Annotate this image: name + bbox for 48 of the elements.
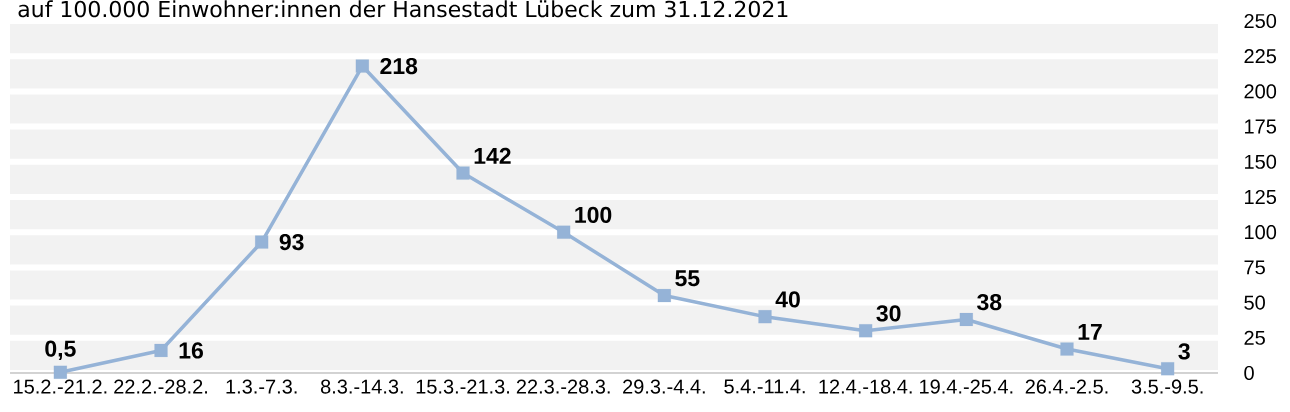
- data-label: 55: [675, 270, 700, 287]
- data-label: 0,5: [45, 340, 76, 361]
- point: [557, 225, 571, 239]
- x-tick-label: 22.2.-28.2.: [114, 379, 207, 394]
- y-tick-label: 225: [1244, 49, 1277, 64]
- x-tick-label: 19.4.-25.4.: [920, 379, 1013, 394]
- x-tick-label: 15.2.-21.2.: [14, 379, 107, 394]
- point: [959, 312, 973, 327]
- x-tick-label: 1.3.-7.3.: [226, 379, 297, 394]
- data-label: 38: [977, 293, 1002, 311]
- x-tick-label: 5.4.-11.4.: [724, 379, 805, 394]
- y-tick-label: 75: [1244, 260, 1265, 275]
- point: [355, 59, 369, 73]
- y-tick-label: 250: [1244, 13, 1277, 29]
- data-label: 17: [1078, 324, 1102, 340]
- point: [657, 288, 671, 303]
- x-tick-label: 3.5.-9.5.: [1131, 379, 1203, 394]
- point: [758, 310, 772, 324]
- x-tick-label: 29.3.-4.4.: [623, 379, 705, 394]
- point: [859, 324, 873, 338]
- y-tick-label: 150: [1245, 154, 1277, 169]
- point: [255, 235, 269, 249]
- x-tick-label: 22.3.-28.3.: [516, 379, 610, 394]
- point: [1060, 342, 1074, 356]
- point: [154, 343, 168, 358]
- data-label: 3: [1178, 343, 1190, 360]
- data-label: 93: [279, 233, 304, 251]
- y-tick-label: 0: [1244, 365, 1254, 381]
- y-tick-label: 25: [1244, 330, 1265, 345]
- point: [456, 166, 470, 180]
- data-label: 40: [775, 291, 800, 308]
- x-tick-label: 15.3.-21.3.: [416, 379, 509, 394]
- x-tick-label: 8.3.-14.3.: [320, 379, 403, 394]
- y-tick-label: 100: [1245, 225, 1277, 240]
- data-label: 142: [474, 147, 511, 164]
- point: [53, 365, 67, 379]
- data-label: 100: [575, 206, 612, 223]
- y-tick-label: 200: [1244, 84, 1277, 99]
- x-tick-label: 26.4.-2.5.: [1025, 379, 1108, 394]
- y-tick-label: 50: [1244, 295, 1265, 310]
- y-tick-label: 175: [1245, 119, 1277, 134]
- point: [1161, 362, 1175, 376]
- data-label: 218: [380, 57, 418, 75]
- chart-title: auf 100.000 Einwohner:innen der Hansestadt Lübeck zum 31.12.2021: [18, 0, 788, 18]
- data-label: 30: [876, 305, 901, 322]
- data-label: 16: [179, 342, 203, 359]
- x-tick-label: 12.4.-18.4.: [819, 379, 912, 394]
- y-tick-label: 125: [1245, 189, 1277, 205]
